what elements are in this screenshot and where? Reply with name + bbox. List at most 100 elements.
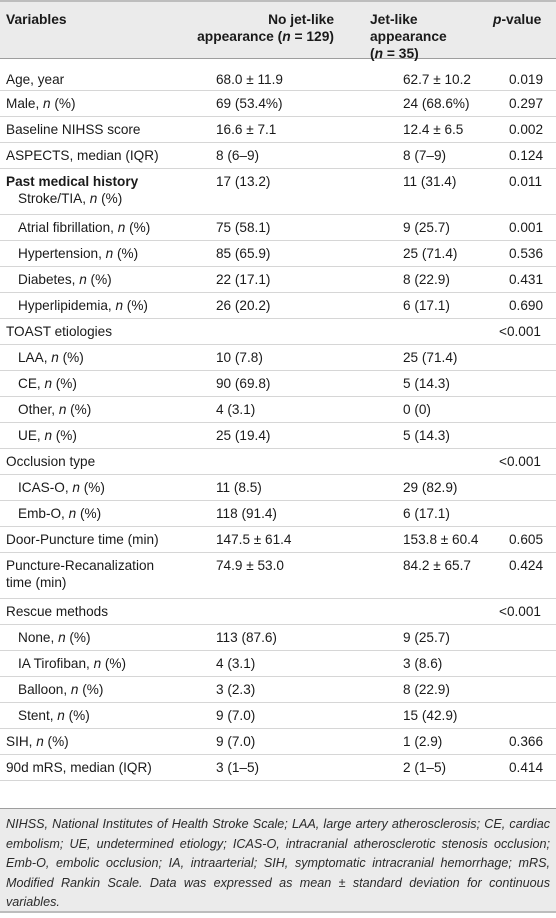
cell-jet: 3 (8.6): [403, 656, 443, 671]
cell-no-jet: 9 (7.0): [216, 708, 256, 723]
row-label-tail: (%): [52, 428, 77, 443]
row-label-text: Age, year: [6, 72, 65, 87]
table-row: Puncture-Recanalization time (min) 74.9 ± …: [0, 553, 556, 599]
row-label-tail: (%): [52, 376, 77, 391]
table-row: Age, year 68.0 ± 11.9 62.7 ± 10.2 0.019: [0, 59, 556, 91]
row-label-tail: (%): [66, 402, 92, 417]
cell-no-jet: 118 (91.4): [216, 506, 277, 521]
row-label-text: ASPECTS, median (IQR): [6, 148, 159, 163]
row-label: Emb-O, n (%): [18, 505, 101, 522]
cell-jet: 62.7 ± 10.2: [403, 72, 471, 87]
cell-p-value: <0.001: [499, 324, 541, 339]
cell-jet: 9 (25.7): [403, 220, 450, 235]
row-label-text: Past medical history: [6, 174, 139, 189]
table-row: Hyperlipidemia, n (%) 26 (20.2) 6 (17.1) 0.…: [0, 293, 556, 319]
cell-no-jet: 90 (69.8): [216, 376, 271, 391]
cell-no-jet: 74.9 ± 53.0: [216, 558, 284, 573]
header-jet-n: n: [374, 46, 384, 61]
cell-jet: 24 (68.6%): [403, 96, 470, 111]
header-p-rest: -value: [501, 12, 542, 27]
cell-jet: 25 (71.4): [403, 246, 458, 261]
table-header: Variables No jet-like appearance (n = 12…: [0, 0, 556, 61]
row-label-n: n: [70, 682, 79, 697]
row-label-n: n: [72, 480, 80, 495]
header-p-value: p-value: [493, 11, 553, 28]
row-label-tail: (%): [86, 272, 112, 287]
table-row: IA Tirofiban, n (%) 4 (3.1) 3 (8.6): [0, 651, 556, 677]
cell-jet: 84.2 ± 65.7: [403, 558, 471, 573]
row-label-text: Atrial fibrillation,: [18, 220, 118, 235]
row-label-text: IA Tirofiban,: [18, 656, 94, 671]
cell-no-jet: 17 (13.2): [216, 174, 271, 189]
table-row: LAA, n (%) 10 (7.8) 25 (71.4): [0, 345, 556, 371]
row-label-text: 90d mRS, median (IQR): [6, 760, 152, 775]
table-row: Baseline NIHSS score 16.6 ± 7.1 12.4 ± 6.5…: [0, 117, 556, 143]
row-label-tail: (%): [65, 630, 91, 645]
cell-jet: 15 (42.9): [403, 708, 458, 723]
cell-jet: 8 (22.9): [403, 682, 450, 697]
row-label-text: None,: [18, 630, 59, 645]
cell-p-value: 0.019: [509, 72, 544, 87]
cell-p-value: 0.431: [509, 272, 544, 287]
cell-jet: 29 (82.9): [403, 480, 458, 495]
cell-jet: 6 (17.1): [403, 506, 450, 521]
row-label-tail: (%): [43, 734, 69, 749]
row-label: Balloon, n (%): [18, 681, 103, 698]
cell-jet: 11 (31.4): [403, 174, 457, 189]
row-label-n: n: [105, 246, 114, 261]
row-label-n: n: [43, 96, 51, 111]
row-label-tail: (%): [79, 480, 105, 495]
table-row: Door-Puncture time (min) 147.5 ± 61.4 153.…: [0, 527, 556, 553]
cell-no-jet: 10 (7.8): [216, 350, 263, 365]
table-row: SIH, n (%) 9 (7.0) 1 (2.9) 0.366: [0, 729, 556, 755]
row-label: ASPECTS, median (IQR): [6, 147, 159, 164]
row-label-text: Hypertension,: [18, 246, 106, 261]
cell-no-jet: 85 (65.9): [216, 246, 271, 261]
table-row: Atrial fibrillation, n (%) 75 (58.1) 9 (25…: [0, 215, 556, 241]
cell-no-jet: 69 (53.4%): [216, 96, 283, 111]
cell-p-value: 0.414: [509, 760, 544, 775]
cell-jet: 6 (17.1): [403, 298, 450, 313]
header-jet: Jet-like appearance (n = 35): [370, 11, 490, 62]
row-label: Puncture-Recanalization time (min): [6, 557, 154, 591]
cell-p-value: 0.297: [509, 96, 544, 111]
cell-p-value: 0.536: [509, 246, 544, 261]
cell-jet: 153.8 ± 60.4: [403, 532, 479, 547]
row-label-text: Other,: [18, 402, 59, 417]
row-label-tail: (%): [64, 708, 90, 723]
cell-jet: 8 (22.9): [403, 272, 450, 287]
row-label: CE, n (%): [18, 375, 77, 392]
cell-p-value: 0.002: [509, 122, 544, 137]
cell-jet: 8 (7–9): [403, 148, 447, 163]
row-label-text: Occlusion type: [6, 454, 96, 469]
row-label: Rescue methods: [6, 603, 108, 620]
cell-p-value: 0.690: [509, 298, 544, 313]
header-jet-open: (: [370, 46, 375, 61]
row-label-line2: time (min): [6, 575, 67, 590]
row-label-n: n: [117, 220, 126, 235]
cell-jet: 1 (2.9): [403, 734, 443, 749]
cell-no-jet: 68.0 ± 11.9: [216, 72, 283, 87]
row-label: Door-Puncture time (min): [6, 531, 159, 548]
row-label-n: n: [58, 630, 66, 645]
table-row: ICAS-O, n (%) 11 (8.5) 29 (82.9): [0, 475, 556, 501]
table-row: Male, n (%) 69 (53.4%) 24 (68.6%) 0.297: [0, 91, 556, 117]
row-label-text: Baseline NIHSS score: [6, 122, 141, 137]
header-p-italic: p: [493, 12, 502, 27]
cell-jet: 9 (25.7): [403, 630, 450, 645]
row-label-text: Stent,: [18, 708, 58, 723]
row-label-n: n: [44, 428, 52, 443]
table-row: TOAST etiologies <0.001: [0, 319, 556, 345]
header-no-jet: No jet-like appearance (n = 129): [186, 11, 334, 45]
row-label: Baseline NIHSS score: [6, 121, 140, 138]
cell-no-jet: 4 (3.1): [216, 402, 256, 417]
table-row: Other, n (%) 4 (3.1) 0 (0): [0, 397, 556, 423]
cell-jet: 5 (14.3): [403, 428, 450, 443]
row-label-text: TOAST etiologies: [6, 324, 113, 339]
cell-no-jet: 26 (20.2): [216, 298, 271, 313]
row-label-tail: (%): [76, 506, 102, 521]
table-row: Past medical history Stroke/TIA, n (%) 17 …: [0, 169, 556, 215]
row-label-text: UE,: [18, 428, 45, 443]
table-row: ASPECTS, median (IQR) 8 (6–9) 8 (7–9) 0.124: [0, 143, 556, 169]
row-label: SIH, n (%): [6, 733, 69, 750]
